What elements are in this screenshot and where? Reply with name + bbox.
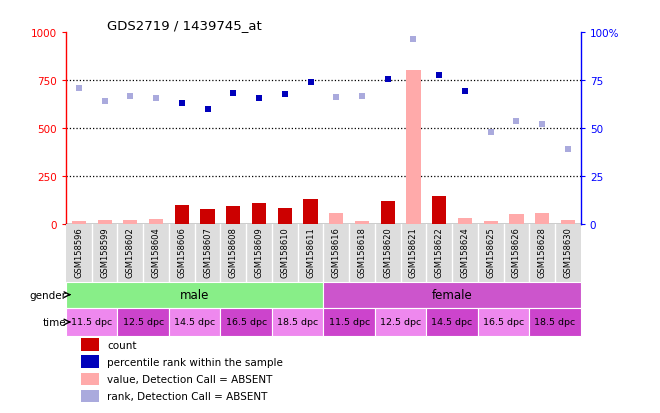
Text: GSM158602: GSM158602 [126, 227, 135, 278]
Bar [226, 207, 240, 224]
Bar [66, 282, 323, 308]
Bar [81, 390, 100, 402]
Bar [81, 339, 100, 351]
Text: value, Detection Call = ABSENT: value, Detection Call = ABSENT [107, 374, 273, 384]
Text: GSM158616: GSM158616 [332, 227, 341, 278]
Text: GSM158621: GSM158621 [409, 227, 418, 278]
Text: 14.5 dpc: 14.5 dpc [432, 318, 473, 327]
Bar [329, 214, 343, 224]
Text: male: male [180, 288, 209, 301]
Bar [375, 308, 426, 337]
Bar [529, 308, 581, 337]
Bar [252, 204, 266, 224]
Text: GSM158607: GSM158607 [203, 227, 212, 278]
Bar [98, 220, 112, 224]
Bar [484, 221, 498, 224]
Bar [123, 221, 137, 224]
Text: GSM158628: GSM158628 [538, 227, 546, 278]
Text: 11.5 dpc: 11.5 dpc [329, 318, 370, 327]
Bar [278, 209, 292, 224]
Bar [323, 308, 375, 337]
Text: 16.5 dpc: 16.5 dpc [483, 318, 524, 327]
Bar [81, 373, 100, 385]
Text: GSM158596: GSM158596 [75, 227, 83, 278]
Text: GSM158609: GSM158609 [255, 227, 263, 278]
Text: rank, Detection Call = ABSENT: rank, Detection Call = ABSENT [107, 391, 267, 401]
Bar [117, 308, 169, 337]
Bar [304, 199, 317, 224]
Text: 12.5 dpc: 12.5 dpc [380, 318, 421, 327]
Text: gender: gender [29, 290, 66, 300]
Bar [81, 356, 100, 368]
Bar [432, 196, 446, 224]
Bar [220, 308, 272, 337]
Text: 11.5 dpc: 11.5 dpc [71, 318, 112, 327]
Text: percentile rank within the sample: percentile rank within the sample [107, 357, 283, 367]
Bar [458, 218, 472, 224]
Text: GDS2719 / 1439745_at: GDS2719 / 1439745_at [107, 19, 262, 32]
Text: 18.5 dpc: 18.5 dpc [535, 318, 576, 327]
Text: count: count [107, 340, 137, 350]
Bar [478, 308, 529, 337]
Text: GSM158599: GSM158599 [100, 227, 109, 278]
Text: 14.5 dpc: 14.5 dpc [174, 318, 215, 327]
Bar [149, 220, 163, 224]
Text: GSM158625: GSM158625 [486, 227, 495, 278]
Bar [381, 201, 395, 224]
Text: GSM158606: GSM158606 [178, 227, 186, 278]
Text: GSM158630: GSM158630 [564, 227, 572, 278]
Bar [72, 221, 86, 224]
Bar [169, 308, 220, 337]
Text: 16.5 dpc: 16.5 dpc [226, 318, 267, 327]
Text: time: time [42, 317, 66, 327]
Bar [407, 71, 420, 224]
Bar [272, 308, 323, 337]
Bar [426, 308, 478, 337]
Text: GSM158611: GSM158611 [306, 227, 315, 278]
Bar [175, 206, 189, 224]
Text: GSM158626: GSM158626 [512, 227, 521, 278]
Bar [561, 220, 575, 224]
Bar [201, 210, 214, 224]
Text: GSM158622: GSM158622 [435, 227, 444, 278]
Text: GSM158620: GSM158620 [383, 227, 392, 278]
Text: GSM158610: GSM158610 [280, 227, 289, 278]
Bar [510, 214, 523, 224]
Text: GSM158624: GSM158624 [461, 227, 469, 278]
Text: female: female [432, 288, 473, 301]
Bar [535, 214, 549, 224]
Text: GSM158618: GSM158618 [358, 227, 366, 278]
Bar [323, 282, 581, 308]
Text: 18.5 dpc: 18.5 dpc [277, 318, 318, 327]
Text: GSM158604: GSM158604 [152, 227, 160, 278]
Bar [66, 308, 117, 337]
Bar [355, 221, 369, 224]
Text: 12.5 dpc: 12.5 dpc [123, 318, 164, 327]
Text: GSM158608: GSM158608 [229, 227, 238, 278]
